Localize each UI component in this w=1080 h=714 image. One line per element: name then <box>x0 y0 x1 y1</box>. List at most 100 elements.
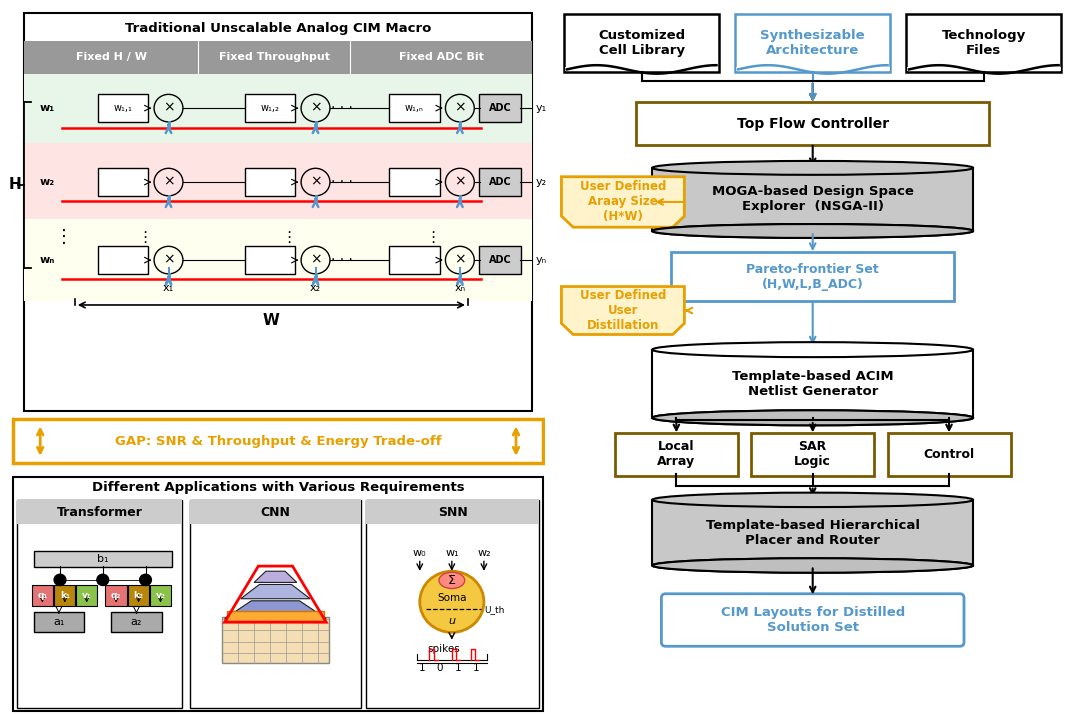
Text: v₂: v₂ <box>156 591 165 600</box>
Ellipse shape <box>652 558 973 573</box>
Ellipse shape <box>652 161 973 175</box>
Text: Pareto-frontier Set
(H,W,L,B_ADC): Pareto-frontier Set (H,W,L,B_ADC) <box>746 263 879 291</box>
Text: w₁: w₁ <box>40 103 55 113</box>
FancyBboxPatch shape <box>735 14 890 72</box>
Text: Synthesizable
Architecture: Synthesizable Architecture <box>760 29 865 57</box>
FancyBboxPatch shape <box>245 168 295 196</box>
FancyBboxPatch shape <box>24 219 532 301</box>
Text: · · ·: · · · <box>332 253 353 267</box>
FancyBboxPatch shape <box>652 500 973 565</box>
Text: ⋮: ⋮ <box>137 230 152 245</box>
Text: User Defined
User
Distillation: User Defined User Distillation <box>580 289 666 332</box>
Text: q₁: q₁ <box>37 591 48 600</box>
Ellipse shape <box>652 493 973 507</box>
Text: w₁,₁: w₁,₁ <box>113 103 133 113</box>
Text: 0: 0 <box>436 663 443 673</box>
Text: Transformer: Transformer <box>56 506 143 518</box>
FancyBboxPatch shape <box>906 14 1062 72</box>
Text: ×: × <box>163 100 174 114</box>
Text: w₂: w₂ <box>477 548 490 558</box>
Text: a₂: a₂ <box>131 617 143 627</box>
FancyBboxPatch shape <box>671 252 955 301</box>
Ellipse shape <box>652 558 973 573</box>
FancyBboxPatch shape <box>190 500 361 524</box>
Text: x₂: x₂ <box>310 283 321 293</box>
FancyBboxPatch shape <box>150 585 172 606</box>
FancyBboxPatch shape <box>478 246 522 274</box>
FancyBboxPatch shape <box>54 585 76 606</box>
Circle shape <box>420 571 484 633</box>
FancyBboxPatch shape <box>389 246 440 274</box>
FancyBboxPatch shape <box>35 551 172 567</box>
FancyBboxPatch shape <box>564 14 719 72</box>
Text: ⋮: ⋮ <box>55 228 73 246</box>
FancyBboxPatch shape <box>752 433 874 476</box>
FancyBboxPatch shape <box>98 94 148 122</box>
Text: Template-based Hierarchical
Placer and Router: Template-based Hierarchical Placer and R… <box>705 518 920 547</box>
Text: q₂: q₂ <box>111 591 121 600</box>
Text: Customized
Cell Library: Customized Cell Library <box>598 29 685 57</box>
Text: ×: × <box>454 100 465 114</box>
Text: MOGA-based Design Space
Explorer  (NSGA-II): MOGA-based Design Space Explorer (NSGA-I… <box>712 186 914 213</box>
FancyBboxPatch shape <box>245 246 295 274</box>
Text: w₁: w₁ <box>445 548 459 558</box>
Text: User Defined
Araay Size
(H*W): User Defined Araay Size (H*W) <box>580 181 666 223</box>
FancyBboxPatch shape <box>24 41 532 74</box>
Ellipse shape <box>438 572 464 588</box>
Text: Local
Array: Local Array <box>658 441 696 468</box>
FancyBboxPatch shape <box>636 102 989 145</box>
Text: w₁,₂: w₁,₂ <box>260 103 280 113</box>
FancyBboxPatch shape <box>888 433 1011 476</box>
FancyBboxPatch shape <box>17 500 181 708</box>
FancyBboxPatch shape <box>76 585 97 606</box>
Text: ×: × <box>454 252 465 266</box>
FancyBboxPatch shape <box>652 350 973 418</box>
Polygon shape <box>225 600 326 618</box>
Text: ⋮: ⋮ <box>426 230 441 245</box>
Text: ADC: ADC <box>488 103 511 113</box>
Text: GAP: SNR & Throughput & Energy Trade-off: GAP: SNR & Throughput & Energy Trade-off <box>114 435 442 448</box>
Text: ADC: ADC <box>488 177 511 187</box>
Text: w₁,ₙ: w₁,ₙ <box>405 103 423 113</box>
FancyBboxPatch shape <box>13 477 543 711</box>
FancyBboxPatch shape <box>652 168 973 231</box>
Text: yₙ: yₙ <box>536 255 546 265</box>
FancyBboxPatch shape <box>222 617 329 663</box>
Text: 1: 1 <box>455 663 461 673</box>
Text: w₂: w₂ <box>40 177 55 187</box>
Text: Control: Control <box>923 448 974 461</box>
Text: ×: × <box>310 252 322 266</box>
Ellipse shape <box>652 224 973 238</box>
FancyBboxPatch shape <box>478 168 522 196</box>
FancyBboxPatch shape <box>389 168 440 196</box>
FancyBboxPatch shape <box>190 500 361 708</box>
Text: Top Flow Controller: Top Flow Controller <box>737 116 889 131</box>
Text: SNN: SNN <box>437 506 468 518</box>
Circle shape <box>139 574 151 585</box>
FancyBboxPatch shape <box>227 611 324 620</box>
Ellipse shape <box>652 342 973 357</box>
Text: H: H <box>9 177 21 192</box>
FancyBboxPatch shape <box>24 143 532 219</box>
Text: ADC: ADC <box>488 255 511 265</box>
Text: CNN: CNN <box>260 506 291 518</box>
FancyBboxPatch shape <box>366 500 539 524</box>
Polygon shape <box>254 571 297 583</box>
Text: y₂: y₂ <box>536 177 546 187</box>
FancyBboxPatch shape <box>111 612 162 632</box>
Text: a₁: a₁ <box>53 617 65 627</box>
Text: b₁: b₁ <box>97 554 108 564</box>
FancyBboxPatch shape <box>106 585 126 606</box>
Ellipse shape <box>652 411 973 426</box>
FancyBboxPatch shape <box>17 500 181 524</box>
FancyBboxPatch shape <box>127 585 149 606</box>
Text: Fixed H / W: Fixed H / W <box>76 52 147 62</box>
Polygon shape <box>241 585 310 599</box>
Text: ×: × <box>454 174 465 188</box>
Text: Traditional Unscalable Analog CIM Macro: Traditional Unscalable Analog CIM Macro <box>125 21 431 34</box>
Text: Different Applications with Various Requirements: Different Applications with Various Requ… <box>92 481 464 493</box>
Text: w₀: w₀ <box>413 548 427 558</box>
Circle shape <box>54 574 66 585</box>
Text: U_th: U_th <box>484 605 504 614</box>
Text: SAR
Logic: SAR Logic <box>794 441 832 468</box>
